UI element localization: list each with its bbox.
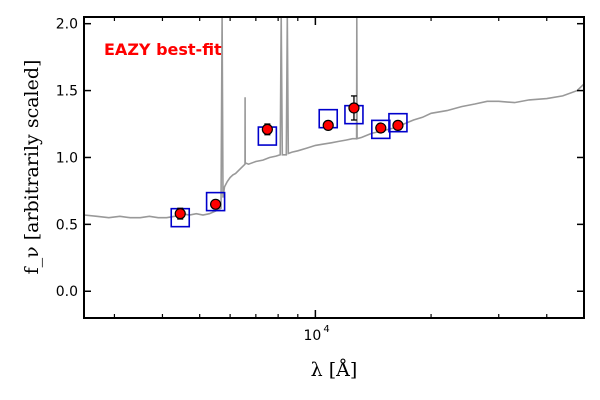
model-square: [371, 119, 391, 140]
photometry-points: [170, 95, 408, 228]
annotation-eazy: EAZY best-fit: [104, 40, 222, 59]
y-tick-label: 1.0: [56, 150, 78, 166]
x-tick-label-exponent: 4: [323, 324, 329, 335]
y-tick-label: 0.0: [56, 284, 78, 300]
observed-point: [261, 123, 273, 135]
observed-point: [348, 102, 360, 114]
model-square: [205, 191, 226, 212]
x-axis-label: λ [Å]: [311, 359, 358, 381]
y-tick-label: 0.5: [56, 217, 78, 233]
y-tick-label: 2.0: [56, 17, 78, 33]
observed-point: [322, 119, 334, 131]
observed-point: [209, 198, 222, 210]
y-axis-label: f_ν [arbitrarily scaled]: [21, 60, 43, 275]
y-tick-label: 1.5: [56, 84, 78, 100]
model-square: [388, 112, 408, 133]
observed-point: [375, 122, 387, 134]
plot-frame: [83, 16, 585, 319]
tick-labels: 0.0 0.5 1.0 1.5 2.0 10 4: [56, 17, 330, 344]
template-spectrum: [84, 17, 584, 219]
observed-point: [392, 119, 404, 131]
x-tick-label: 10: [303, 328, 321, 344]
template-line: [84, 17, 584, 219]
observed-point: [174, 208, 186, 220]
